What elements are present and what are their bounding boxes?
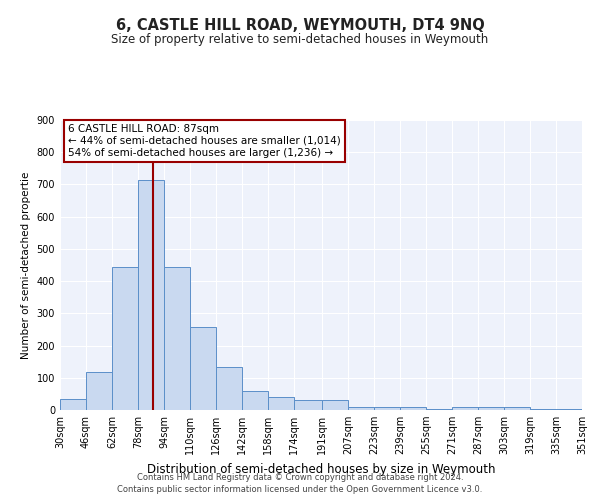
Bar xyxy=(322,400,348,410)
Text: Size of property relative to semi-detached houses in Weymouth: Size of property relative to semi-detach… xyxy=(112,32,488,46)
Bar xyxy=(294,400,322,410)
Text: 6 CASTLE HILL ROAD: 87sqm
← 44% of semi-detached houses are smaller (1,014)
54% : 6 CASTLE HILL ROAD: 87sqm ← 44% of semi-… xyxy=(68,124,341,158)
Text: Contains HM Land Registry data © Crown copyright and database right 2024.: Contains HM Land Registry data © Crown c… xyxy=(137,472,463,482)
Bar xyxy=(86,372,112,410)
Y-axis label: Number of semi-detached propertie: Number of semi-detached propertie xyxy=(21,172,31,358)
Bar xyxy=(242,392,268,410)
Bar xyxy=(426,409,452,410)
Bar xyxy=(530,409,556,410)
Bar xyxy=(400,408,426,410)
Text: Contains public sector information licensed under the Open Government Licence v3: Contains public sector information licen… xyxy=(118,485,482,494)
Bar xyxy=(556,409,582,410)
Bar xyxy=(216,366,242,410)
Bar xyxy=(478,408,504,410)
Bar xyxy=(138,180,164,410)
Bar xyxy=(268,397,294,410)
X-axis label: Distribution of semi-detached houses by size in Weymouth: Distribution of semi-detached houses by … xyxy=(147,462,495,475)
Bar xyxy=(374,408,400,410)
Bar xyxy=(60,398,86,410)
Bar xyxy=(348,407,374,410)
Bar xyxy=(452,407,478,410)
Bar xyxy=(112,266,138,410)
Bar xyxy=(190,327,216,410)
Bar xyxy=(164,266,190,410)
Text: 6, CASTLE HILL ROAD, WEYMOUTH, DT4 9NQ: 6, CASTLE HILL ROAD, WEYMOUTH, DT4 9NQ xyxy=(116,18,484,32)
Bar xyxy=(504,408,530,410)
